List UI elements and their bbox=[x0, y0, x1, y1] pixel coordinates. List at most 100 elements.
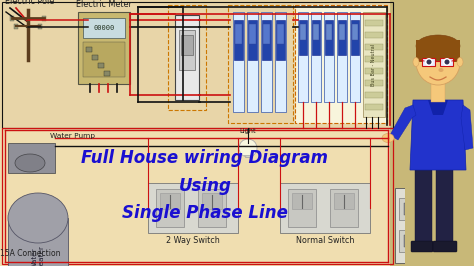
Bar bbox=[311, 12, 321, 102]
Bar bbox=[431, 82, 445, 102]
Bar bbox=[233, 12, 244, 112]
Bar bbox=[263, 24, 270, 44]
Bar bbox=[365, 20, 383, 26]
Bar bbox=[365, 80, 383, 86]
Bar bbox=[38, 24, 42, 29]
Circle shape bbox=[443, 58, 451, 66]
Bar bbox=[365, 56, 383, 62]
Bar bbox=[261, 12, 272, 112]
Bar bbox=[8, 218, 68, 266]
Bar bbox=[351, 20, 359, 55]
Bar bbox=[418, 235, 423, 247]
Bar bbox=[337, 12, 347, 102]
Bar bbox=[365, 68, 383, 74]
Bar bbox=[365, 104, 383, 110]
Bar bbox=[292, 193, 312, 209]
Bar bbox=[86, 47, 92, 52]
Bar bbox=[399, 230, 433, 252]
Text: SP MCB: SP MCB bbox=[318, 0, 353, 2]
FancyBboxPatch shape bbox=[411, 241, 433, 252]
Bar bbox=[277, 24, 284, 44]
Bar bbox=[160, 193, 180, 209]
Bar bbox=[390, 0, 474, 266]
Bar bbox=[10, 16, 14, 21]
Bar bbox=[295, 5, 387, 123]
Bar bbox=[299, 20, 307, 55]
Text: Full House wiring Diagram: Full House wiring Diagram bbox=[82, 149, 328, 167]
Bar bbox=[0, 0, 395, 128]
Bar bbox=[440, 58, 453, 66]
Bar bbox=[330, 189, 358, 227]
Text: RCCB: RCCB bbox=[246, 0, 274, 2]
Bar bbox=[42, 16, 46, 21]
Circle shape bbox=[239, 139, 257, 157]
Text: Electric Pole: Electric Pole bbox=[5, 0, 55, 6]
Polygon shape bbox=[428, 100, 448, 115]
Circle shape bbox=[425, 58, 433, 66]
Bar bbox=[148, 183, 238, 233]
Text: Normal Switch: Normal Switch bbox=[296, 236, 354, 245]
Bar bbox=[202, 193, 222, 209]
Ellipse shape bbox=[8, 193, 68, 243]
Bar bbox=[262, 20, 271, 60]
Bar bbox=[300, 24, 306, 40]
Bar bbox=[2, 2, 393, 128]
Bar bbox=[405, 0, 474, 266]
Bar bbox=[248, 20, 257, 60]
Bar bbox=[181, 35, 193, 55]
Ellipse shape bbox=[416, 39, 460, 85]
Bar bbox=[98, 63, 104, 68]
Bar bbox=[298, 12, 308, 102]
Bar bbox=[410, 201, 416, 206]
Bar bbox=[365, 44, 383, 50]
Bar bbox=[175, 15, 199, 100]
Text: Light: Light bbox=[240, 128, 256, 134]
Bar bbox=[235, 24, 242, 44]
Text: Using: Using bbox=[179, 177, 231, 195]
Ellipse shape bbox=[382, 134, 394, 143]
Bar bbox=[365, 32, 383, 38]
Bar bbox=[312, 20, 320, 55]
Bar bbox=[275, 12, 286, 112]
Polygon shape bbox=[410, 100, 466, 170]
Bar bbox=[198, 189, 226, 227]
Text: Electric Meter: Electric Meter bbox=[76, 0, 132, 9]
Text: MCB: MCB bbox=[175, 0, 199, 2]
Bar bbox=[404, 203, 409, 215]
Bar bbox=[288, 189, 316, 227]
Bar bbox=[2, 128, 393, 264]
Text: 00000: 00000 bbox=[93, 25, 115, 31]
Ellipse shape bbox=[413, 57, 419, 66]
Polygon shape bbox=[390, 105, 416, 140]
Bar bbox=[339, 24, 345, 40]
Text: 2 Way Switch: 2 Way Switch bbox=[166, 236, 220, 245]
Bar bbox=[436, 170, 453, 245]
Bar bbox=[280, 183, 370, 233]
Bar bbox=[0, 128, 395, 266]
Bar bbox=[249, 24, 256, 44]
Text: Water Pump: Water Pump bbox=[50, 133, 95, 139]
Bar bbox=[228, 5, 293, 123]
Bar bbox=[313, 24, 319, 40]
Bar bbox=[179, 30, 195, 70]
Bar bbox=[168, 5, 206, 110]
Ellipse shape bbox=[416, 35, 460, 57]
Bar bbox=[104, 71, 110, 76]
Bar bbox=[363, 12, 385, 117]
Bar bbox=[78, 12, 130, 84]
Bar bbox=[156, 189, 184, 227]
Bar bbox=[415, 170, 432, 245]
Bar bbox=[404, 235, 409, 247]
Ellipse shape bbox=[15, 154, 45, 172]
Bar bbox=[410, 233, 416, 238]
Bar bbox=[234, 20, 243, 60]
Polygon shape bbox=[8, 143, 55, 173]
Bar bbox=[350, 12, 360, 102]
Text: 15A Connection: 15A Connection bbox=[0, 249, 60, 258]
Polygon shape bbox=[461, 105, 473, 150]
Bar bbox=[338, 20, 346, 55]
Bar bbox=[399, 198, 433, 220]
Text: Water
Heater: Water Heater bbox=[31, 246, 45, 266]
Circle shape bbox=[445, 60, 449, 64]
Bar bbox=[418, 203, 423, 215]
